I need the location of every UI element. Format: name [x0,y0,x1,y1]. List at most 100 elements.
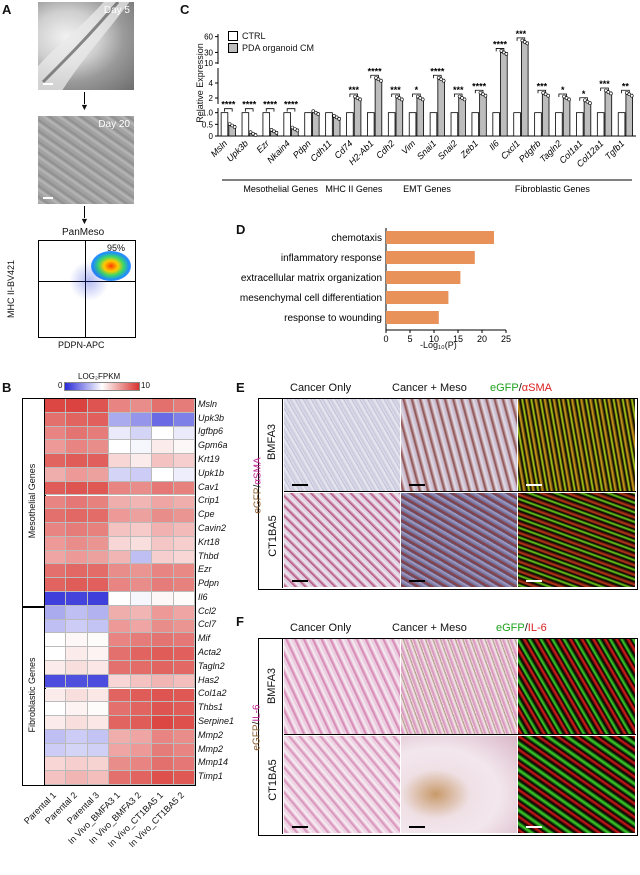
heatmap-cell [173,605,195,620]
heatmap-cell [130,757,153,772]
panel-e-row-divider [284,491,636,492]
heatmap-gene-label: Cavin2 [198,522,227,533]
heatmap-cell [87,536,110,551]
data-point [311,109,316,113]
data-point [604,88,608,93]
heatmap-gene-label: Upk3b [198,412,225,423]
f-ct1ba5-fluorescence [518,736,635,833]
heatmap-cell [66,702,88,717]
significance-label: **** [368,66,383,76]
bar-cm [437,78,445,137]
heatmap-cell [87,633,110,648]
significance-bracket [600,87,609,91]
heatmap-cell [173,619,195,634]
heatmap-cell [45,495,67,510]
heatmap-cell [66,426,88,441]
data-point [253,133,258,137]
heatmap-cell [173,454,195,468]
heatmap-cell [109,536,131,551]
heatmap-gene-label: Mmp2 [198,729,224,740]
y-tick-label: 1.0 [202,109,214,118]
go-term-label: response to wounding [284,313,382,324]
heatmap-cell [152,702,174,717]
x-category-label: Snai1 [415,138,438,161]
data-point [609,91,613,96]
heatmap-cell [87,509,110,524]
heatmap-cell [87,619,110,634]
down-arrow-icon: ▼ [80,216,89,226]
significance-bracket [433,74,442,79]
bar-ctrl [617,112,626,137]
heatmap-gene-labels: Msln Upk3b Igfbp6 Gpm6a Krt19 Upk1b Cav1 Crip1 C… [198,398,258,784]
panel-f-row1: BMFA3 [266,667,279,705]
flow-y-axis-label: MHC II-BV421 [6,259,17,319]
heatmap-cell [152,509,174,524]
heatmap-cell [45,674,67,689]
heatmap-cell [130,509,153,524]
day5-label: Day 5 [103,5,130,16]
bar-ctrl [429,112,438,137]
bar-cm [521,41,529,137]
bar-ctrl [576,112,584,137]
heatmap-cell [173,633,195,648]
heatmap-cell [87,550,110,565]
heatmap-gene-label: Thbs1 [198,702,224,713]
heatmap-cell [173,481,195,496]
data-point [251,131,255,136]
data-point [546,93,550,98]
heatmap-cell [173,578,195,592]
heatmap-cell [66,757,88,772]
gate-vertical [85,241,86,337]
heatmap-cell [173,688,195,703]
heatmap-cell [87,702,110,717]
bar-ctrl [367,112,375,137]
data-point [313,110,318,115]
significance-label: *** [537,81,548,91]
heatmap-gene-label: Pdpn [198,578,220,589]
heatmap-cell [109,426,131,441]
heatmap-cell [152,536,174,551]
heatmap-cell [173,771,195,785]
heatmap-cell [45,592,67,606]
heatmap-cell [45,578,67,592]
chart-d-xlabel: -Log₁₀(P) [420,340,457,350]
heatmap-cell [87,743,110,758]
data-point [353,94,357,99]
x-category-label: Pdgfrb [517,138,543,164]
heatmap-cell [109,633,131,648]
bar-cm [541,93,550,137]
data-point [624,90,629,95]
heatmap-cell [66,674,88,689]
heatmap-cell [109,481,131,496]
heatmap-cell [66,399,88,413]
heatmap-cell [87,757,110,772]
heatmap-cell [87,399,110,413]
heatmap-cell [130,702,153,717]
significance-bracket [621,89,630,94]
heatmap-gene-label: Igfbp6 [198,426,224,437]
heatmap-cell [87,660,110,675]
heatmap-cell [87,481,110,496]
heatmap [44,398,196,786]
go-bar [386,231,494,244]
bar-cm [416,97,425,137]
heatmap-cell [173,412,195,427]
panel-a-label: A [2,2,12,17]
heatmap-cell [173,495,195,510]
heatmap-cell [152,757,174,772]
heatmap-cell [87,688,110,703]
heatmap-cell [45,412,67,427]
heatmap-cell [152,454,174,468]
heatmap-cell [109,399,131,413]
bar-ctrl [346,112,354,137]
bar-ctrl [241,112,250,137]
day20-label: Day 20 [98,119,130,130]
significance-bracket [286,108,296,112]
significance-bracket [265,108,275,112]
bar-cm [604,91,613,137]
data-point [562,94,566,99]
panel-f-divider [282,638,283,834]
legend-ctrl-label: CTRL [242,31,266,41]
down-arrow-icon: ▼ [80,102,89,112]
heatmap-gene-label: Krt19 [198,454,220,465]
